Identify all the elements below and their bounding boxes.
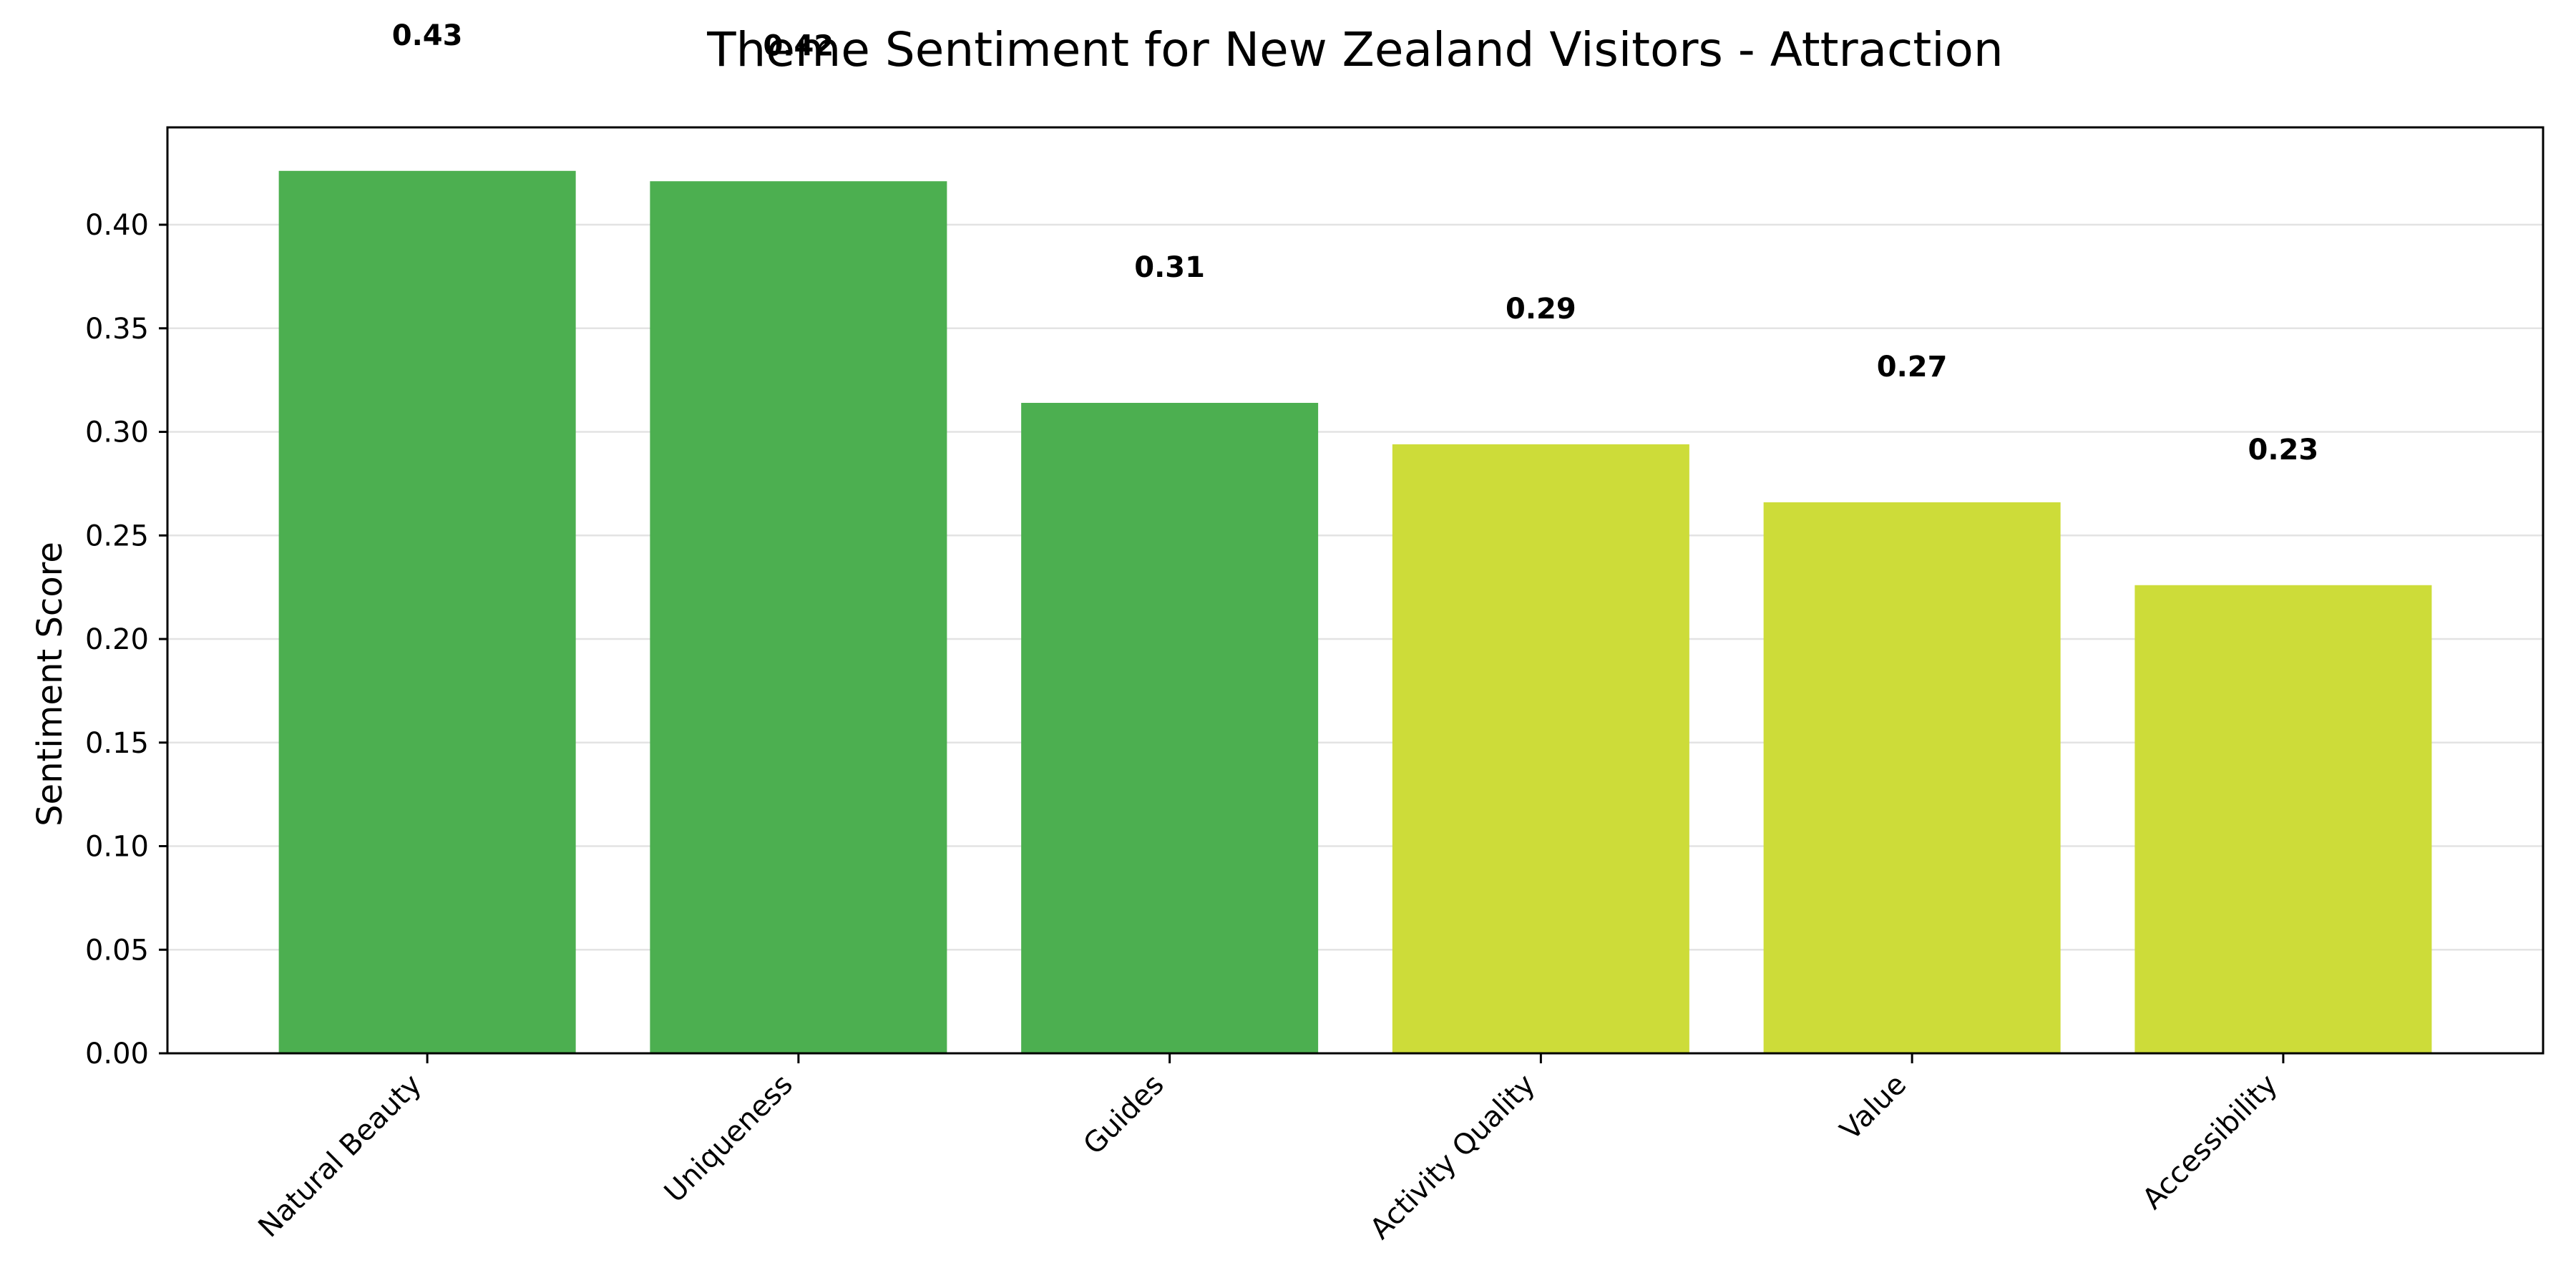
x-tick-label: Activity Quality [1364, 1068, 1541, 1246]
y-tick-label: 0.20 [85, 623, 149, 656]
y-tick-label: 0.30 [85, 416, 149, 449]
y-tick-label: 0.25 [85, 519, 149, 552]
x-tick-label: Accessibility [2136, 1068, 2284, 1216]
bar [1392, 444, 1689, 1053]
y-tick-label: 0.10 [85, 831, 149, 864]
bar [278, 170, 576, 1053]
data-label: 0.31 [1134, 251, 1205, 284]
data-label: 0.23 [2248, 434, 2319, 467]
y-tick-label: 0.00 [85, 1038, 149, 1070]
y-tick-label: 0.40 [85, 209, 149, 242]
y-tick-label: 0.35 [85, 313, 149, 346]
bar [2135, 585, 2432, 1053]
bar [1763, 502, 2061, 1053]
plot-frame [166, 126, 2545, 1055]
chart-title: Theme Sentiment for New Zealand Visitors… [706, 22, 2004, 77]
bar [650, 181, 947, 1053]
y-axis-ticks: 0.00 0.05 0.10 0.15 0.20 0.25 0.30 0.35 0.40 [85, 209, 167, 1070]
y-tick-label: 0.05 [85, 934, 149, 967]
data-label: 0.27 [1877, 351, 1948, 384]
x-tick-label: Natural Beauty [252, 1068, 428, 1244]
x-tick-label: Uniqueness [658, 1068, 799, 1209]
bars [278, 170, 2432, 1053]
x-tick-label: Guides [1077, 1068, 1170, 1161]
data-label: 0.42 [763, 29, 834, 62]
x-axis-ticks: Natural Beauty Uniqueness Guides Activity Q… [252, 1053, 2285, 1246]
y-tick-label: 0.15 [85, 727, 149, 760]
data-label: 0.29 [1506, 293, 1576, 326]
data-label: 0.43 [392, 19, 463, 52]
bar [1021, 403, 1319, 1053]
y-axis-label: Sentiment Score [30, 542, 70, 826]
x-tick-label: Value [1834, 1068, 1913, 1147]
data-labels: 0.43 0.42 0.31 0.29 0.27 0.23 [392, 19, 2318, 467]
